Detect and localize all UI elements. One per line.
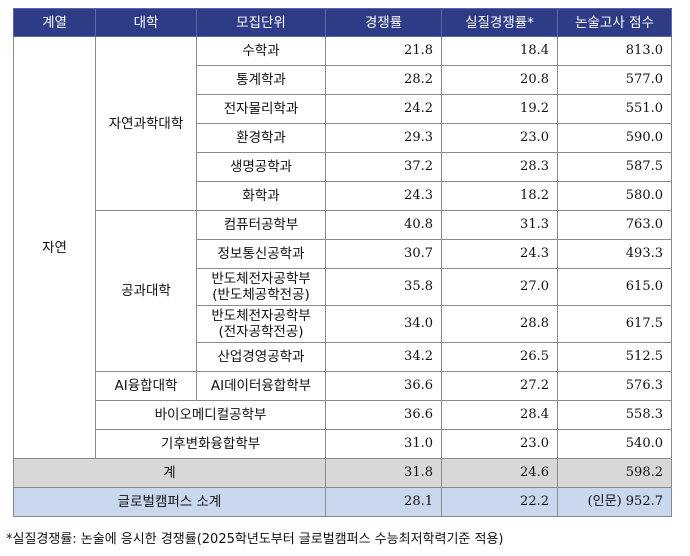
- unit-name: 반도체전자공학부: [211, 271, 311, 287]
- unit-cell: AI데이터융합학부: [196, 371, 326, 401]
- real-rate-cell: 18.2: [441, 181, 558, 211]
- footnote: *실질경쟁률: 논술에 응시한 경쟁률(2025학년도부터 글로벌캠퍼스 수능최…: [6, 532, 504, 547]
- total-real-rate: 24.6: [441, 458, 558, 488]
- rate-cell: 34.0: [325, 305, 442, 343]
- unit-cell: 환경학과: [196, 123, 326, 153]
- real-rate-cell: 23.0: [441, 123, 558, 153]
- table-row: 기후변화융합학부 31.0 23.0 540.0: [14, 429, 672, 459]
- unit-cell: 바이오메디컬공학부: [95, 400, 326, 430]
- header-college: 대학: [95, 8, 197, 37]
- score-cell: 512.5: [557, 342, 672, 372]
- unit-cell: 컴퓨터공학부: [196, 210, 326, 240]
- table-row: 환경학과 29.3 23.0 590.0: [14, 123, 672, 153]
- competition-table: 계열 대학 모집단위 경쟁률 실질경쟁률* 논술고사 점수 자연 자연과학대학 …: [13, 8, 672, 517]
- real-rate-cell: 28.8: [441, 305, 558, 343]
- unit-cell: 화학과: [196, 181, 326, 211]
- header-field: 계열: [13, 8, 96, 37]
- score-cell: 813.0: [557, 36, 672, 66]
- rate-cell: 40.8: [325, 210, 442, 240]
- score-cell: 617.5: [557, 305, 672, 343]
- rate-cell: 34.2: [325, 342, 442, 372]
- header-rate: 경쟁률: [325, 8, 442, 37]
- table-row: 통계학과 28.2 20.8 577.0: [14, 65, 672, 95]
- rate-cell: 37.2: [325, 152, 442, 182]
- real-rate-cell: 23.0: [441, 429, 558, 459]
- real-rate-cell: 19.2: [441, 94, 558, 124]
- total-rate: 31.8: [325, 458, 442, 488]
- real-rate-cell: 28.4: [441, 400, 558, 430]
- table-row: 자연 자연과학대학 수학과 21.8 18.4 813.0: [13, 36, 672, 459]
- score-cell: 540.0: [557, 429, 672, 459]
- unit-cell: 전자물리학과: [196, 94, 326, 124]
- global-real-rate: 22.2: [441, 487, 558, 517]
- unit-cell: 생명공학과: [196, 152, 326, 182]
- table-row: 생명공학과 37.2 28.3 587.5: [14, 152, 672, 182]
- score-cell: 576.3: [557, 371, 672, 401]
- real-rate-cell: 18.4: [441, 36, 558, 66]
- header-unit: 모집단위: [196, 8, 326, 37]
- table-row: AI융합대학 AI데이터융합학부 36.6 27.2 576.3: [14, 371, 672, 401]
- college-cell: 자연과학대학: [95, 36, 197, 211]
- rate-cell: 36.6: [325, 400, 442, 430]
- rate-cell: 35.8: [325, 268, 442, 306]
- score-cell: 587.5: [557, 152, 672, 182]
- rate-cell: 24.2: [325, 94, 442, 124]
- score-cell: 493.3: [557, 239, 672, 269]
- real-rate-cell: 20.8: [441, 65, 558, 95]
- unit-cell: 반도체전자공학부 (반도체공학전공): [196, 268, 326, 306]
- college-cell: AI융합대학: [95, 371, 197, 401]
- real-rate-cell: 31.3: [441, 210, 558, 240]
- score-cell: 551.0: [557, 94, 672, 124]
- unit-cell: 산업경영공학과: [196, 342, 326, 372]
- header-score: 논술고사 점수: [557, 8, 672, 37]
- score-cell: 763.0: [557, 210, 672, 240]
- table-row: 바이오메디컬공학부 36.6 28.4 558.3: [14, 400, 672, 430]
- score-cell: 615.0: [557, 268, 672, 306]
- table-row: 반도체전자공학부 (전자공학전공) 34.0 28.8 617.5: [14, 305, 672, 343]
- college-cell: 공과대학: [95, 210, 197, 372]
- table-row: 공과대학 컴퓨터공학부 40.8 31.3 763.0: [14, 210, 672, 372]
- rate-cell: 28.2: [325, 65, 442, 95]
- global-campus-row: 글로벌캠퍼스 소계 28.1 22.2 (인문) 952.7: [13, 487, 672, 517]
- total-row: 계 31.8 24.6 598.2: [13, 458, 672, 488]
- unit-major: (반도체공학전공): [212, 287, 310, 303]
- header-real-rate: 실질경쟁률*: [441, 8, 558, 37]
- unit-cell: 통계학과: [196, 65, 326, 95]
- unit-cell: 반도체전자공학부 (전자공학전공): [196, 305, 326, 343]
- unit-name: 반도체전자공학부: [211, 308, 311, 324]
- score-cell: 580.0: [557, 181, 672, 211]
- unit-cell: 기후변화융합학부: [95, 429, 326, 459]
- table-row: 화학과 24.3 18.2 580.0: [14, 181, 672, 211]
- rate-cell: 21.8: [325, 36, 442, 66]
- score-cell: 577.0: [557, 65, 672, 95]
- score-cell: 558.3: [557, 400, 672, 430]
- global-rate: 28.1: [325, 487, 442, 517]
- field-cell: 자연: [13, 36, 96, 459]
- rate-cell: 36.6: [325, 371, 442, 401]
- unit-cell: 수학과: [196, 36, 326, 66]
- rate-cell: 29.3: [325, 123, 442, 153]
- total-score: 598.2: [557, 458, 672, 488]
- table-row: 산업경영공학과 34.2 26.5 512.5: [14, 342, 672, 372]
- header-row: 계열 대학 모집단위 경쟁률 실질경쟁률* 논술고사 점수: [13, 8, 672, 37]
- rate-cell: 24.3: [325, 181, 442, 211]
- total-label: 계: [13, 458, 326, 488]
- table-row: 전자물리학과 24.2 19.2 551.0: [14, 94, 672, 124]
- table-row: 반도체전자공학부 (반도체공학전공) 35.8 27.0 615.0: [14, 268, 672, 306]
- real-rate-cell: 24.3: [441, 239, 558, 269]
- real-rate-cell: 26.5: [441, 342, 558, 372]
- global-label: 글로벌캠퍼스 소계: [13, 487, 326, 517]
- unit-cell: 정보통신공학과: [196, 239, 326, 269]
- table-row: 정보통신공학과 30.7 24.3 493.3: [14, 239, 672, 269]
- score-cell: 590.0: [557, 123, 672, 153]
- unit-major: (전자공학전공): [218, 324, 304, 340]
- real-rate-cell: 28.3: [441, 152, 558, 182]
- rate-cell: 30.7: [325, 239, 442, 269]
- rate-cell: 31.0: [325, 429, 442, 459]
- real-rate-cell: 27.2: [441, 371, 558, 401]
- real-rate-cell: 27.0: [441, 268, 558, 306]
- global-score: (인문) 952.7: [557, 487, 672, 517]
